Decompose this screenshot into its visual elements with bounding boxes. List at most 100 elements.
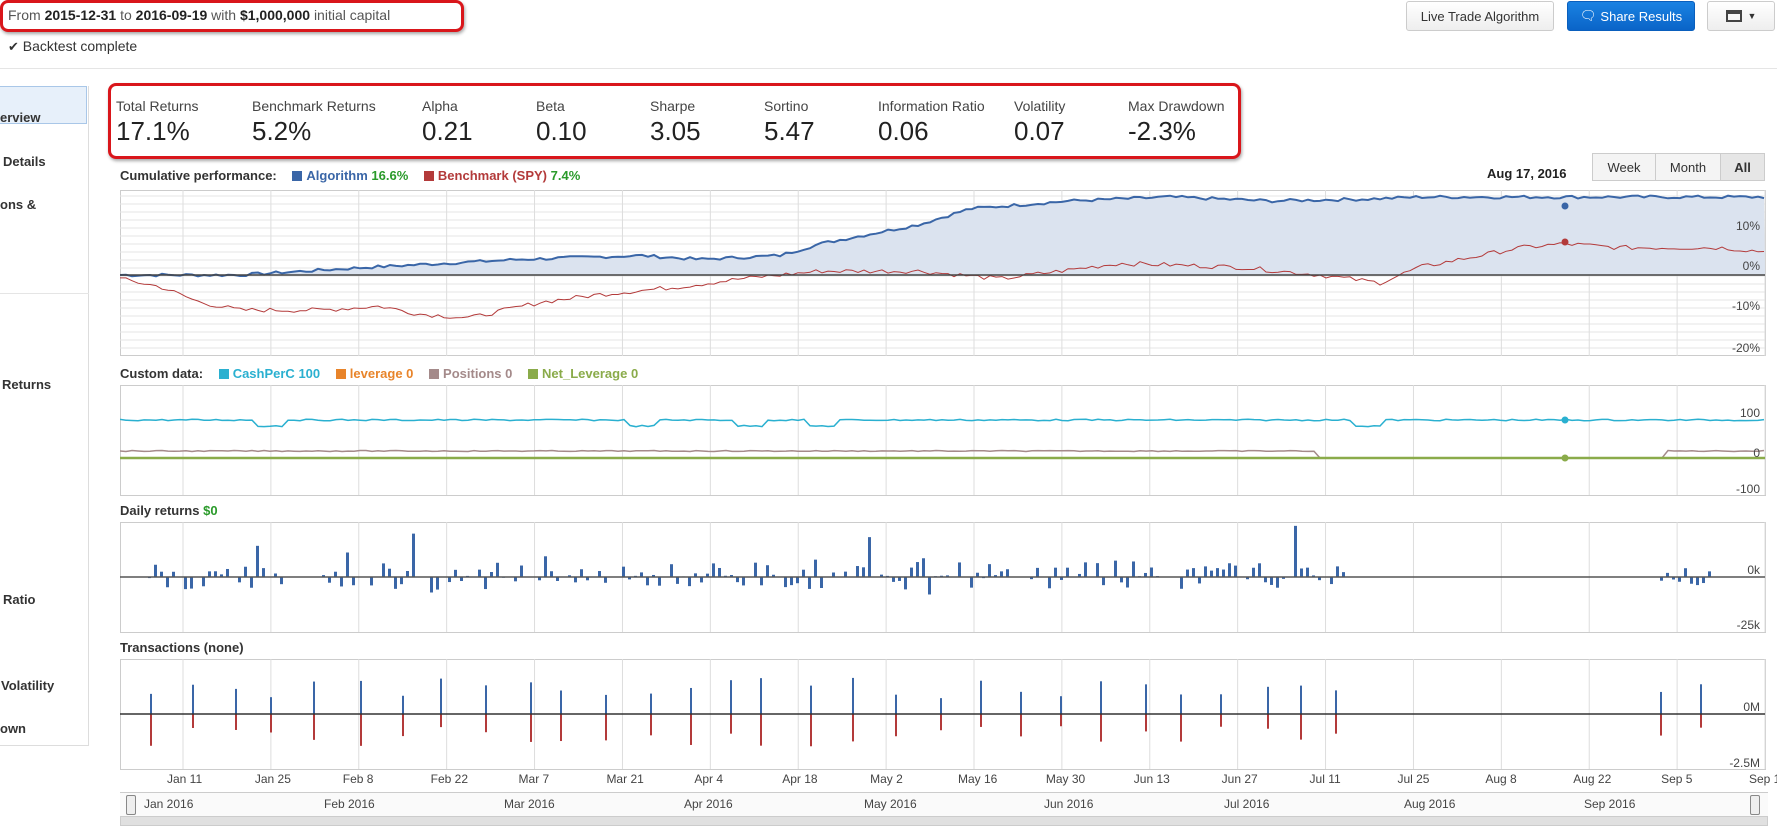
backtest-status: ✔ Backtest complete — [8, 38, 138, 54]
transaction-sell-bar — [1020, 714, 1022, 737]
custom-data-chart[interactable]: 100 0 -100 — [120, 385, 1768, 497]
cumulative-chart[interactable]: 10% 0% -10% -20% — [120, 190, 1768, 358]
daily-return-bar — [1330, 577, 1333, 585]
sidebar-divider — [0, 293, 89, 294]
range-all-button[interactable]: All — [1720, 153, 1765, 181]
transaction-buy-bar — [1660, 691, 1662, 714]
checkmark-icon: ✔ — [8, 39, 19, 54]
daily-return-bar — [1672, 577, 1675, 580]
daily-return-bar — [1660, 577, 1663, 581]
daily-return-bar — [352, 577, 355, 586]
sidebar-item-details[interactable]: Details — [3, 154, 46, 169]
transaction-buy-bar — [440, 678, 442, 714]
hover-date: Aug 17, 2016 — [1487, 166, 1567, 181]
sidebar-item-ratio[interactable]: Ratio — [3, 592, 36, 607]
legend-net-leverage[interactable]: Net_Leverage 0 — [528, 366, 638, 381]
daily-return-bar — [478, 569, 481, 577]
daily-return-bar — [706, 573, 709, 577]
sidebar-item-overview[interactable]: erview — [0, 110, 41, 125]
daily-return-bar — [460, 577, 463, 582]
transaction-buy-bar — [1300, 685, 1302, 714]
header-divider — [0, 68, 1777, 69]
daily-return-bar — [388, 568, 391, 577]
daily-return-bar — [1006, 569, 1009, 577]
daily-return-bar — [430, 577, 433, 593]
daily-return-bar — [1216, 568, 1219, 577]
daily-return-bar — [1222, 569, 1225, 577]
daily-return-bar — [382, 563, 385, 577]
daily-return-bar — [736, 577, 739, 583]
daily-return-bar — [160, 571, 163, 577]
daily-return-bar — [1666, 572, 1669, 577]
transaction-buy-bar — [1100, 681, 1102, 714]
daily-return-bar — [796, 577, 799, 584]
daily-return-bar — [166, 577, 169, 588]
x-axis-tick-label: May 16 — [958, 772, 998, 786]
x-axis: Jan 11 Jan 25 Feb 8 Feb 22 Mar 7 Mar 21 Apr 4 A… — [120, 772, 1777, 788]
sidebar-item-volatility[interactable]: Volatility — [1, 678, 55, 693]
daily-return-bar — [1312, 575, 1315, 577]
daily-return-bar — [274, 573, 277, 577]
daily-return-bar — [1030, 577, 1033, 580]
sidebar-item-drawdown[interactable]: own — [0, 721, 26, 736]
legend-cashperc[interactable]: CashPerC 100 — [218, 366, 320, 381]
navigator-month-label: Sep 2016 — [1584, 797, 1636, 811]
daily-return-bar — [868, 537, 871, 577]
daily-return-bar — [580, 569, 583, 577]
navigator-scrollbar[interactable] — [120, 816, 1768, 826]
sidebar-item-returns[interactable]: Returns — [2, 377, 52, 392]
legend-algorithm[interactable]: Algorithm 16.6% — [292, 168, 408, 183]
daily-return-bar — [640, 572, 643, 577]
legend-leverage[interactable]: leverage 0 — [335, 366, 413, 381]
day-ytick-0k: 0k — [1747, 563, 1761, 577]
daily-return-bar — [1684, 568, 1687, 577]
live-trade-button[interactable]: Live Trade Algorithm — [1406, 1, 1554, 31]
transactions-chart[interactable]: 0M -2.5M — [120, 659, 1768, 771]
daily-returns-chart[interactable]: 0k -25k — [120, 522, 1768, 634]
transaction-buy-bar — [852, 677, 854, 714]
daily-return-bar — [1102, 577, 1105, 586]
transaction-sell-bar — [810, 714, 812, 747]
transaction-sell-bar — [730, 714, 732, 734]
daily-return-bar — [1678, 577, 1681, 582]
daily-return-bar — [1126, 577, 1129, 588]
daily-return-bar — [550, 571, 553, 577]
sidebar-item-transactions[interactable]: ons & — [0, 197, 37, 212]
daily-return-bar — [1696, 577, 1699, 586]
daily-return-bar — [904, 577, 907, 590]
transaction-buy-bar — [1335, 690, 1337, 714]
layout-menu-button[interactable]: ▼ — [1707, 1, 1775, 31]
daily-return-bar — [790, 577, 793, 586]
daily-return-bar — [1276, 577, 1279, 588]
daily-return-bar — [1690, 577, 1693, 584]
daily-return-bar — [994, 575, 997, 577]
daily-return-bar — [910, 567, 913, 577]
transaction-sell-bar — [360, 714, 362, 746]
daily-return-bar — [862, 567, 865, 577]
transaction-buy-bar — [1060, 696, 1062, 714]
cus-ytick-100: 100 — [1740, 406, 1760, 420]
legend-benchmark[interactable]: Benchmark (SPY) 7.4% — [423, 168, 580, 183]
range-month-button[interactable]: Month — [1655, 153, 1721, 181]
range-week-button[interactable]: Week — [1592, 153, 1656, 181]
daily-return-bar — [730, 575, 733, 577]
x-axis-tick-label: Mar 7 — [518, 772, 550, 786]
legend-positions[interactable]: Positions 0 — [429, 366, 512, 381]
date-range-highlight — [0, 0, 464, 32]
transaction-buy-bar — [730, 680, 732, 714]
transaction-sell-bar — [1335, 714, 1337, 734]
navigator-right-handle[interactable] — [1750, 795, 1760, 815]
daily-return-bar — [1258, 563, 1261, 577]
range-navigator[interactable]: Jan 2016 Feb 2016 Mar 2016 Apr 2016 May 2016… — [120, 792, 1768, 826]
daily-return-bar — [1318, 577, 1321, 581]
daily-return-bar — [202, 577, 205, 587]
daily-return-bar — [520, 565, 523, 577]
x-axis-tick-label: Jul 11 — [1309, 772, 1341, 786]
daily-return-bar — [1180, 577, 1183, 589]
daily-return-bar — [1198, 577, 1201, 584]
navigator-left-handle[interactable] — [126, 795, 136, 815]
transaction-buy-bar — [1180, 694, 1182, 714]
x-axis-tick-label: Apr 18 — [782, 772, 818, 786]
daily-return-bar — [1036, 567, 1039, 577]
share-results-button[interactable]: 🗨 Share Results — [1567, 1, 1695, 31]
